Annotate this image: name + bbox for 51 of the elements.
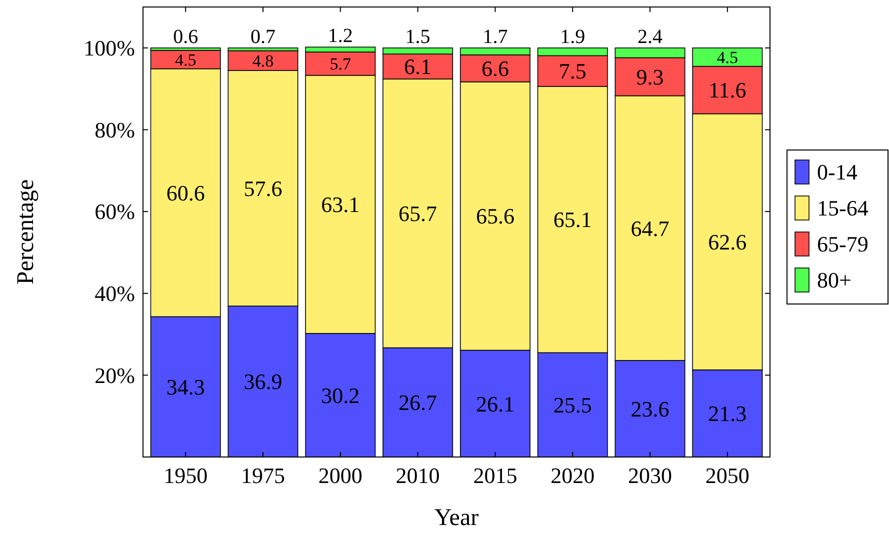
x-tick-label: 2030	[628, 463, 672, 488]
y-tick-label: 20%	[94, 362, 135, 388]
data-label: 11.6	[708, 78, 746, 103]
data-label: 30.2	[321, 382, 360, 408]
data-label: 25.5	[553, 392, 592, 418]
legend-label: 80+	[817, 268, 852, 293]
legend-label: 0-14	[817, 160, 858, 185]
data-label: 62.6	[708, 230, 747, 255]
data-label: 26.1	[476, 391, 514, 416]
x-tick-label: 2000	[318, 463, 362, 488]
y-axis-title: Percentage	[13, 179, 39, 285]
y-tick-label: 80%	[94, 117, 135, 142]
data-label: 1.9	[560, 26, 586, 48]
data-label: 4.5	[174, 50, 196, 70]
data-label: 4.8	[252, 52, 274, 71]
legend-label: 65-79	[817, 232, 868, 257]
data-label: 57.6	[244, 176, 282, 201]
x-tick-label: 2020	[550, 463, 595, 488]
legend-label: 15-64	[817, 196, 868, 221]
data-label: 26.7	[398, 390, 438, 416]
data-label: 5.7	[330, 54, 352, 74]
data-label: 65.6	[476, 204, 514, 229]
data-label: 9.3	[636, 64, 664, 90]
data-label: 7.5	[558, 58, 586, 84]
x-tick-label: 1975	[240, 463, 285, 488]
y-tick-label: 40%	[94, 281, 135, 306]
data-label: 64.7	[630, 216, 670, 241]
x-tick-label: 2015	[473, 463, 518, 488]
x-tick-label: 1950	[164, 463, 208, 488]
data-label: 65.1	[553, 207, 592, 232]
data-label: 36.9	[244, 369, 282, 394]
data-label: 21.3	[708, 401, 747, 426]
data-label: 65.7	[398, 201, 438, 226]
y-tick-label: 100%	[84, 36, 135, 61]
data-label: 60.6	[166, 180, 205, 206]
data-label: 4.5	[716, 48, 738, 68]
data-label: 6.1	[404, 54, 432, 80]
data-label: 0.6	[173, 26, 198, 48]
data-label: 34.3	[166, 374, 205, 400]
data-label: 23.6	[630, 396, 670, 422]
data-label: 2.4	[638, 26, 663, 48]
data-label: 6.6	[481, 56, 509, 82]
data-label: 1.7	[482, 26, 508, 48]
x-tick-label: 2050	[705, 463, 750, 488]
y-tick-label: 60%	[94, 199, 135, 224]
data-label: 1.5	[405, 26, 430, 48]
x-axis-title: Year	[434, 505, 479, 531]
data-label: 0.7	[250, 26, 276, 48]
x-tick-label: 2010	[396, 463, 440, 488]
data-label: 63.1	[321, 192, 360, 218]
data-label: 1.2	[328, 25, 353, 48]
